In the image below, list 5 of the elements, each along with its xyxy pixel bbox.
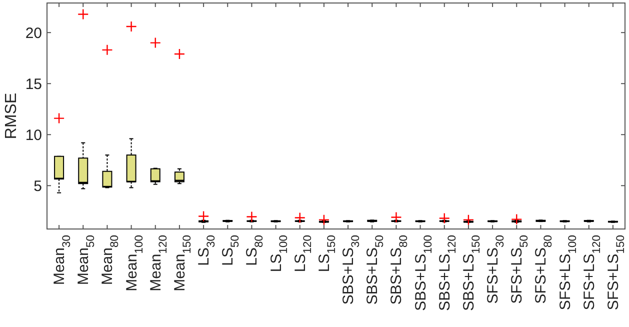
y-axis-title: RMSE [3, 92, 20, 140]
y-tick-label: 15 [25, 76, 42, 93]
y-tick-label: 5 [34, 178, 42, 195]
y-tick-label: 20 [25, 24, 42, 42]
y-tick-label: 10 [25, 126, 42, 144]
